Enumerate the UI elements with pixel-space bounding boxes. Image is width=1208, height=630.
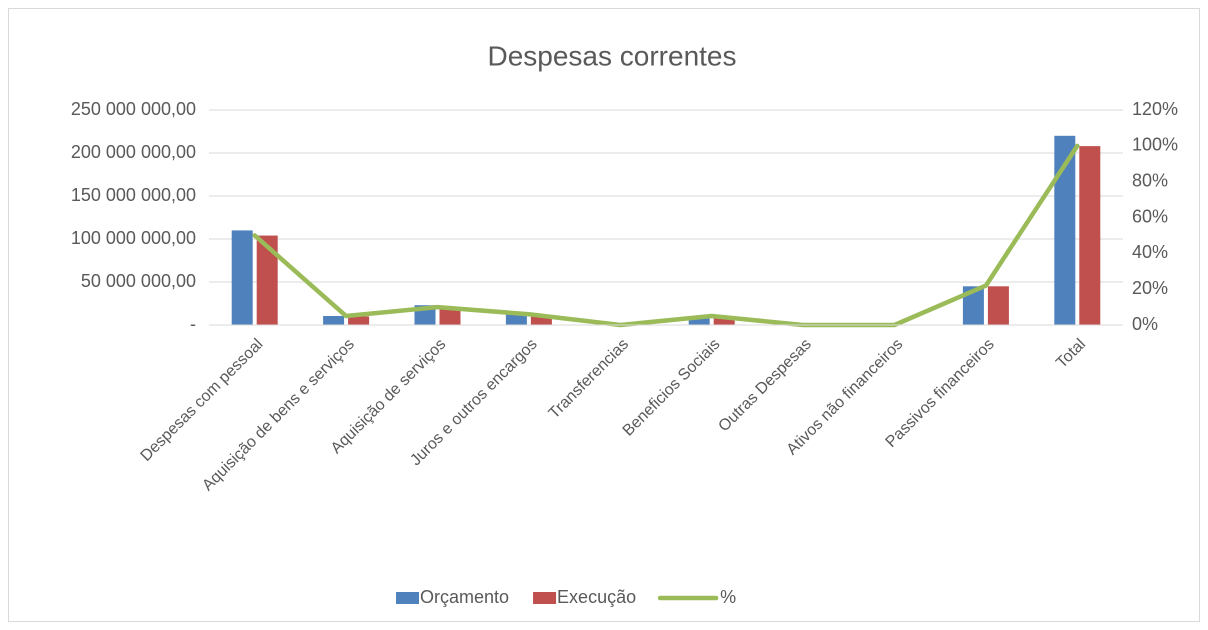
bar: [505, 313, 527, 325]
bar: [530, 315, 552, 325]
bar: [713, 317, 735, 325]
y2-tick-label: 100%: [1132, 135, 1178, 155]
y2-tick-label: 60%: [1132, 206, 1168, 226]
legend-label: Orçamento: [420, 587, 509, 607]
bar: [962, 286, 984, 325]
bar: [1079, 146, 1101, 325]
y-tick-label: 200 000 000,00: [71, 142, 196, 162]
bar: [1054, 135, 1076, 325]
bar: [987, 286, 1009, 325]
y-tick-label: 100 000 000,00: [71, 228, 196, 248]
y2-tick-label: 0%: [1132, 314, 1158, 334]
bar: [256, 235, 278, 325]
legend-swatch: [533, 592, 557, 604]
y-tick-label: -: [190, 314, 196, 334]
y2-tick-label: 120%: [1132, 99, 1178, 119]
bar: [688, 316, 710, 325]
y-tick-label: 250 000 000,00: [71, 99, 196, 119]
bar: [323, 315, 345, 325]
bar: [439, 309, 461, 325]
legend-swatch: [396, 592, 419, 604]
bar: [231, 230, 253, 325]
y-tick-label: 150 000 000,00: [71, 185, 196, 205]
line: [252, 143, 1080, 328]
bar: [348, 316, 370, 325]
chart-title: Despesas correntes: [487, 40, 736, 71]
y2-tick-label: 40%: [1132, 242, 1168, 262]
y2-tick-label: 80%: [1132, 170, 1168, 190]
y2-tick-label: 20%: [1132, 278, 1168, 298]
legend-label: %: [720, 587, 736, 607]
y-tick-label: 50 000 000,00: [81, 271, 196, 291]
legend-label: Execução: [557, 587, 636, 607]
